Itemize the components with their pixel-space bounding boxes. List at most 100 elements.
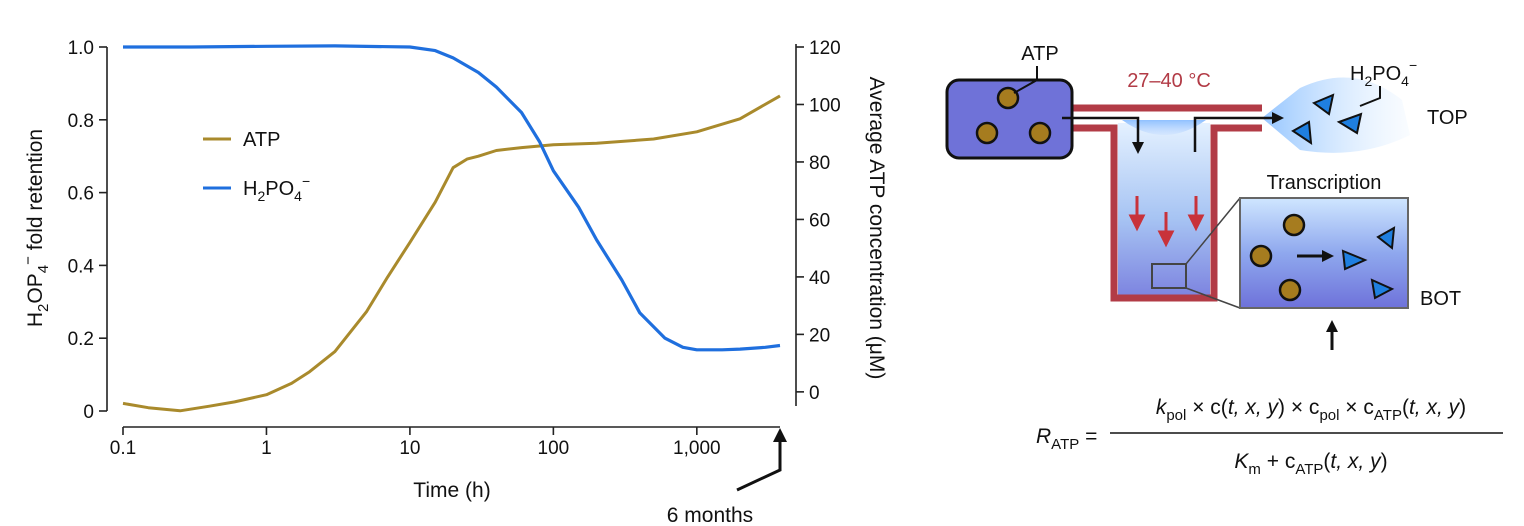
legend-label-h2po4: H2PO4−: [243, 173, 310, 204]
outflow-arrow: [1193, 116, 1276, 152]
product-triangle: [1291, 120, 1313, 145]
legend-item-atp: ATP: [203, 129, 280, 151]
formula-den-part: K: [1234, 450, 1249, 473]
top-label: TOP: [1427, 107, 1468, 129]
formula-num-part: t, x, y: [1228, 396, 1280, 419]
zoom-source-box: [1151, 263, 1187, 289]
x-ticks: 0.1 1 10 100 1,000: [110, 427, 721, 459]
left-axis-label-part: OP: [24, 273, 47, 303]
formula-num-part: × c(: [1186, 396, 1227, 419]
atp-label-leader: [1013, 66, 1038, 94]
formula-lhs-part: ATP: [1051, 436, 1079, 453]
right-tick-label: 0: [809, 383, 820, 404]
six-months-label: 6 months: [667, 504, 753, 526]
product-label: H2PO4−: [1350, 57, 1417, 89]
formula-num-part: × c: [1339, 396, 1373, 419]
left-axis-label-part: 2: [35, 304, 52, 312]
formula-num-part: t, x, y: [1409, 396, 1461, 419]
trench-wall: [1070, 104, 1262, 302]
legend-label-h2po4-part: H: [243, 178, 257, 200]
formula-numerator: kpol × c(t, x, y) × cpol × cATP(t, x, y): [1156, 396, 1466, 424]
x-tick-label: 10: [399, 438, 420, 459]
right-tick-label: 60: [809, 210, 830, 231]
left-axis-label-part: fold retention: [24, 129, 47, 256]
product-triangle: [1336, 112, 1363, 135]
left-tick-label: 0.6: [68, 184, 94, 205]
rate-formula: RATP = kpol × c(t, x, y) × cpol × cATP(t…: [1036, 396, 1503, 478]
left-axis-label-part: 4: [35, 265, 52, 273]
x-tick-label: 0.1: [110, 438, 136, 459]
temperature-label: 27–40 °C: [1127, 70, 1211, 92]
product-label-part: PO: [1372, 63, 1401, 85]
liquid-surface: [1122, 120, 1206, 135]
formula-denominator: Km + cATP(t, x, y): [1234, 450, 1387, 478]
series-line-atp: [122, 94, 781, 413]
left-axis-label-part: −: [20, 256, 37, 265]
formula-den-part: (: [1323, 450, 1330, 473]
right-axis: 0 20 40 60 80 100 120: [795, 38, 841, 406]
legend-item-h2po4: H2PO4−: [203, 173, 310, 204]
legend-label-h2po4-part: PO: [265, 178, 294, 200]
six-months-annotation: 6 months: [667, 428, 787, 526]
bottom-axis: 0.1 1 10 100 1,000: [110, 426, 780, 459]
x-tick-label: 1,000: [673, 438, 721, 459]
formula-num-part: ATP: [1374, 407, 1402, 424]
diagram: ATP 27–40 °C H2PO4− TOP Transcription: [945, 43, 1468, 350]
right-tick-label: 80: [809, 153, 830, 174]
formula-num-part: pol: [1166, 407, 1186, 424]
inset-atp-particle: [1282, 213, 1306, 237]
atp-particle: [1028, 121, 1052, 145]
formula-lhs-part: R: [1036, 425, 1051, 448]
right-ticks: 0 20 40 60 80 100 120: [796, 38, 841, 404]
left-tick-label: 0: [83, 402, 94, 423]
formula-den-part: ATP: [1295, 461, 1323, 478]
legend-label-atp: ATP: [243, 129, 280, 151]
down-arrowhead-red: [1128, 214, 1146, 232]
formula-den-part: m: [1248, 461, 1261, 478]
formula-num-part: pol: [1319, 407, 1339, 424]
inset-product-triangle: [1370, 278, 1395, 300]
right-tick-label: 20: [809, 325, 830, 346]
product-label-part: 2: [1364, 73, 1372, 89]
x-axis-label: Time (h): [413, 479, 490, 502]
legend: ATP H2PO4−: [203, 129, 310, 204]
chart: 0 0.2 0.4 0.6 0.8 1.0 0.1 1 10 100 1,000 0 20 40 60 8…: [20, 38, 888, 526]
atp-particle: [975, 121, 999, 145]
product-label-part: 4: [1401, 73, 1409, 89]
formula-num-part: k: [1156, 396, 1168, 419]
inset-atp-particle: [1249, 244, 1273, 268]
product-label-part: −: [1409, 57, 1417, 73]
inset-atp-particle: [1278, 278, 1302, 302]
right-tick-label: 40: [809, 268, 830, 289]
legend-label-h2po4-part: 4: [294, 188, 302, 204]
outflow-arrowhead: [1272, 112, 1284, 124]
inflow-arrow: [1062, 116, 1140, 146]
right-tick-label: 100: [809, 95, 841, 116]
series-layer: [122, 44, 781, 413]
sedimentation-arrows: [1128, 196, 1205, 248]
bot-label: BOT: [1420, 288, 1461, 310]
formula-lhs-part: =: [1079, 425, 1097, 448]
atp-particle: [996, 86, 1020, 110]
product-label-leader: [1359, 86, 1381, 107]
formula-num-part: (: [1402, 396, 1409, 419]
left-axis-label: H2OP4− fold retention: [20, 129, 52, 327]
zoom-line: [1185, 287, 1241, 309]
six-months-arrowhead: [773, 428, 787, 442]
formula-den-part: t, x, y: [1330, 450, 1382, 473]
formula-num-part: ) × c: [1278, 396, 1319, 419]
legend-label-h2po4-part: −: [302, 173, 310, 189]
formula-den-part: ): [1381, 450, 1388, 473]
inflow-arrowhead: [1132, 142, 1144, 154]
six-months-arrow: [736, 437, 782, 492]
down-arrowhead-red: [1187, 214, 1205, 232]
formula-num-part: ): [1459, 396, 1466, 419]
zoom-line: [1185, 197, 1241, 265]
reaction-arrowhead: [1322, 250, 1334, 262]
left-tick-label: 0.4: [68, 256, 95, 277]
product-triangle: [1311, 93, 1335, 116]
inset-product-triangle: [1341, 249, 1368, 271]
product-label-part: H: [1350, 63, 1364, 85]
upward-arrowhead: [1326, 320, 1338, 332]
down-arrowhead-red: [1157, 230, 1175, 248]
